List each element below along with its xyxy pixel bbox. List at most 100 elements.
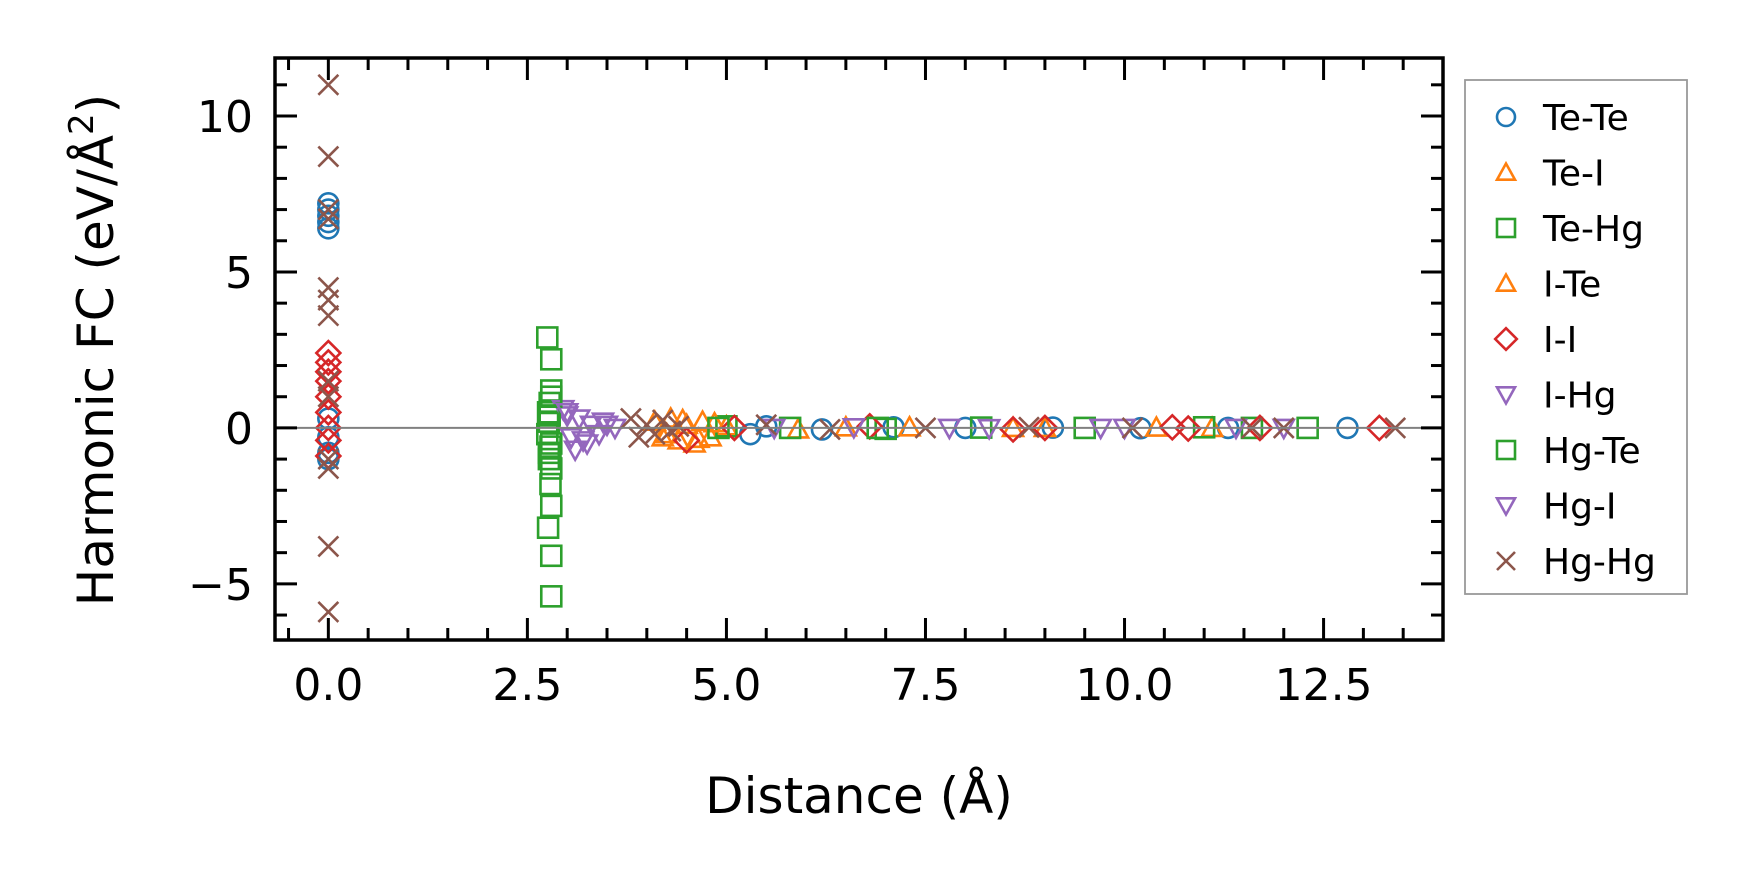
legend-label: I-Te	[1543, 265, 1601, 306]
data-point	[314, 348, 343, 377]
data-point	[535, 326, 559, 349]
legend: Te-Te Te-I Te-Hg I-Te I-I I-Hg Hg-Te Hg-I Hg-Hg	[1464, 79, 1688, 595]
data-point	[715, 415, 738, 438]
data-point	[317, 385, 340, 408]
legend-item-i-te: I-Te	[1494, 265, 1601, 306]
data-point	[897, 414, 922, 437]
legend-label: Te-Te	[1542, 98, 1629, 139]
data-point	[570, 431, 596, 454]
data-point	[317, 289, 340, 311]
data-point	[667, 415, 690, 438]
data-point	[539, 385, 563, 409]
y-axis-label-close: )	[67, 94, 125, 114]
data-point	[536, 516, 560, 540]
plot-frame	[273, 56, 1445, 642]
x-tick-label: 7.5	[890, 660, 960, 711]
data-point	[314, 367, 343, 395]
legend-marker-triangle-down-icon	[1494, 496, 1518, 518]
legend-item-te-hg: Te-Hg	[1495, 209, 1644, 250]
data-point	[317, 210, 340, 234]
legend-marker-diamond-icon	[1493, 326, 1519, 352]
data-point	[976, 418, 1002, 441]
data-point	[562, 440, 588, 463]
series-i-i	[314, 339, 1394, 470]
legend-marker-square-icon	[1495, 439, 1517, 461]
data-point	[1246, 414, 1274, 442]
data-point	[537, 447, 561, 471]
data-point	[317, 208, 340, 230]
legend-label: Hg-Hg	[1543, 542, 1656, 583]
legend-item-te-i: Te-I	[1494, 154, 1605, 195]
legend-label: Hg-I	[1543, 487, 1617, 528]
data-point	[539, 544, 563, 568]
data-point	[1174, 414, 1203, 443]
data-point	[1031, 414, 1059, 442]
x-axis-label: Distance (Å)	[705, 767, 1013, 825]
y-tick-label: −5	[188, 560, 253, 611]
y-axis-label: Harmonic FC (eV/Å2)	[62, 94, 125, 606]
data-point	[672, 426, 701, 455]
data-point	[539, 347, 563, 371]
data-point	[314, 382, 343, 411]
data-point	[317, 457, 340, 480]
data-point	[619, 407, 642, 430]
legend-label: Te-I	[1542, 154, 1605, 195]
data-point	[317, 370, 340, 393]
data-point	[314, 426, 343, 455]
data-point	[755, 413, 778, 436]
legend-item-te-te: Te-Te	[1495, 98, 1629, 139]
data-point	[317, 204, 340, 228]
data-point	[317, 448, 340, 471]
x-tick-label: 2.5	[492, 660, 562, 711]
data-point	[590, 412, 616, 435]
y-axis-label-main: Harmonic FC (eV/Å	[67, 135, 125, 606]
data-point	[833, 414, 859, 437]
legend-item-i-i: I-I	[1493, 320, 1577, 361]
data-point	[754, 415, 778, 438]
y-axis-label-sup: 2	[62, 113, 102, 135]
plot-marks	[314, 73, 1407, 623]
legend-marker-circle-icon	[1495, 106, 1517, 128]
data-point	[539, 379, 563, 402]
legend-item-hg-i: Hg-I	[1494, 487, 1617, 528]
data-point	[720, 414, 749, 442]
data-point	[539, 472, 562, 496]
data-point	[1365, 414, 1394, 442]
legend-label: I-Hg	[1543, 376, 1617, 417]
data-point	[317, 73, 340, 96]
data-point	[314, 398, 343, 427]
data-point	[539, 494, 563, 518]
data-point	[554, 403, 580, 425]
x-tick-label: 10.0	[1076, 660, 1174, 711]
legend-label: Hg-Te	[1543, 431, 1641, 472]
legend-marker-x-icon	[1496, 551, 1516, 571]
y-tick-label: 0	[225, 404, 253, 455]
data-point	[594, 415, 620, 438]
legend-marker-triangle-up-icon	[1494, 271, 1518, 293]
series-hg-te	[537, 385, 890, 471]
data-point	[314, 414, 343, 442]
data-point	[314, 339, 343, 367]
data-point	[317, 601, 340, 623]
data-point	[810, 418, 834, 441]
legend-marker-triangle-up-icon	[1494, 160, 1518, 181]
x-tick-label: 12.5	[1275, 660, 1373, 711]
legend-label: I-I	[1543, 320, 1577, 361]
series-hg-hg	[317, 73, 1407, 623]
legend-item-i-hg: I-Hg	[1494, 376, 1617, 417]
data-point	[574, 434, 600, 457]
data-point	[651, 409, 674, 432]
data-point	[317, 145, 340, 168]
x-tick-label: 5.0	[691, 660, 761, 711]
y-tick-label: 5	[225, 248, 253, 299]
data-point	[539, 585, 563, 608]
data-point	[819, 418, 841, 441]
data-point	[317, 535, 340, 558]
legend-marker-square-icon	[1495, 217, 1517, 239]
data-point	[686, 426, 711, 449]
legend-item-hg-te: Hg-Te	[1495, 431, 1641, 472]
data-point	[666, 427, 691, 450]
data-point	[566, 409, 592, 432]
data-point	[539, 435, 562, 458]
